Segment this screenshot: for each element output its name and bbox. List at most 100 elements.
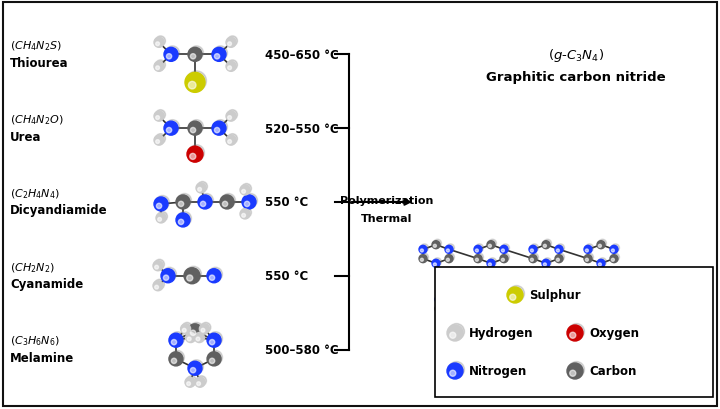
Circle shape <box>583 344 586 348</box>
Circle shape <box>487 241 495 249</box>
Text: $(CH_4N_2S)$: $(CH_4N_2S)$ <box>10 39 62 53</box>
Circle shape <box>475 244 484 252</box>
Circle shape <box>450 333 456 339</box>
Circle shape <box>450 370 456 376</box>
Bar <box>435 267 713 397</box>
Circle shape <box>207 333 221 347</box>
Circle shape <box>493 296 501 303</box>
Circle shape <box>502 244 510 252</box>
Circle shape <box>564 319 572 328</box>
Circle shape <box>529 299 532 301</box>
Circle shape <box>570 358 573 362</box>
Circle shape <box>637 285 646 294</box>
Circle shape <box>176 213 190 227</box>
Text: 500–580 °C: 500–580 °C <box>265 343 338 356</box>
Circle shape <box>611 249 614 252</box>
Circle shape <box>524 341 532 349</box>
Circle shape <box>581 341 585 344</box>
Circle shape <box>420 244 428 252</box>
Circle shape <box>501 258 505 262</box>
Circle shape <box>467 363 470 366</box>
Circle shape <box>569 346 577 353</box>
Circle shape <box>582 341 590 349</box>
Circle shape <box>593 333 601 341</box>
Circle shape <box>198 196 212 209</box>
Circle shape <box>558 293 566 301</box>
Circle shape <box>613 293 621 301</box>
Text: Thiourea: Thiourea <box>10 57 68 70</box>
Circle shape <box>584 284 592 292</box>
Circle shape <box>508 313 510 316</box>
Circle shape <box>528 285 536 294</box>
Circle shape <box>454 344 462 352</box>
Circle shape <box>584 289 587 292</box>
Circle shape <box>581 351 585 353</box>
Circle shape <box>449 323 452 326</box>
Circle shape <box>466 369 474 378</box>
Circle shape <box>189 120 204 134</box>
Circle shape <box>419 255 427 263</box>
Circle shape <box>519 305 527 313</box>
Circle shape <box>461 285 464 288</box>
Circle shape <box>459 299 467 308</box>
Circle shape <box>578 294 587 302</box>
Circle shape <box>198 188 202 192</box>
Text: 450–650 °C: 450–650 °C <box>265 49 338 62</box>
Circle shape <box>158 218 161 222</box>
Circle shape <box>474 289 477 292</box>
Circle shape <box>446 258 449 262</box>
Circle shape <box>565 323 568 326</box>
Circle shape <box>516 285 519 288</box>
Circle shape <box>196 331 206 341</box>
Circle shape <box>569 362 585 378</box>
Circle shape <box>528 295 536 303</box>
Circle shape <box>598 245 601 248</box>
Circle shape <box>495 308 498 312</box>
Circle shape <box>495 299 498 302</box>
Circle shape <box>453 346 461 353</box>
Circle shape <box>186 376 197 386</box>
Circle shape <box>583 339 592 347</box>
Circle shape <box>595 355 598 358</box>
Circle shape <box>610 246 618 254</box>
Circle shape <box>503 284 511 292</box>
Circle shape <box>552 303 560 311</box>
Circle shape <box>535 333 543 341</box>
Circle shape <box>186 333 196 343</box>
Circle shape <box>596 344 605 352</box>
Circle shape <box>433 240 441 247</box>
Circle shape <box>582 295 590 303</box>
Circle shape <box>567 363 583 379</box>
Circle shape <box>565 318 574 326</box>
Circle shape <box>449 308 457 316</box>
Circle shape <box>462 294 470 302</box>
Circle shape <box>529 246 537 254</box>
Circle shape <box>597 260 605 267</box>
Circle shape <box>182 323 192 333</box>
Circle shape <box>210 275 215 281</box>
Circle shape <box>240 186 250 196</box>
Text: 520–550 °C: 520–550 °C <box>265 122 338 135</box>
Circle shape <box>435 305 443 313</box>
Circle shape <box>521 308 523 312</box>
Circle shape <box>474 246 482 254</box>
Circle shape <box>542 241 550 249</box>
Circle shape <box>182 328 186 333</box>
Circle shape <box>472 285 480 294</box>
Circle shape <box>154 136 164 146</box>
Text: Carbon: Carbon <box>589 364 636 378</box>
Circle shape <box>467 339 475 347</box>
Circle shape <box>584 293 592 301</box>
Circle shape <box>479 346 487 353</box>
Circle shape <box>503 289 506 292</box>
Circle shape <box>488 263 491 266</box>
Circle shape <box>479 331 487 339</box>
Circle shape <box>153 281 163 291</box>
Circle shape <box>222 202 228 207</box>
Circle shape <box>188 122 202 136</box>
Circle shape <box>488 245 491 248</box>
Circle shape <box>156 61 166 71</box>
Circle shape <box>154 198 168 211</box>
Circle shape <box>166 47 179 61</box>
Circle shape <box>608 351 611 353</box>
